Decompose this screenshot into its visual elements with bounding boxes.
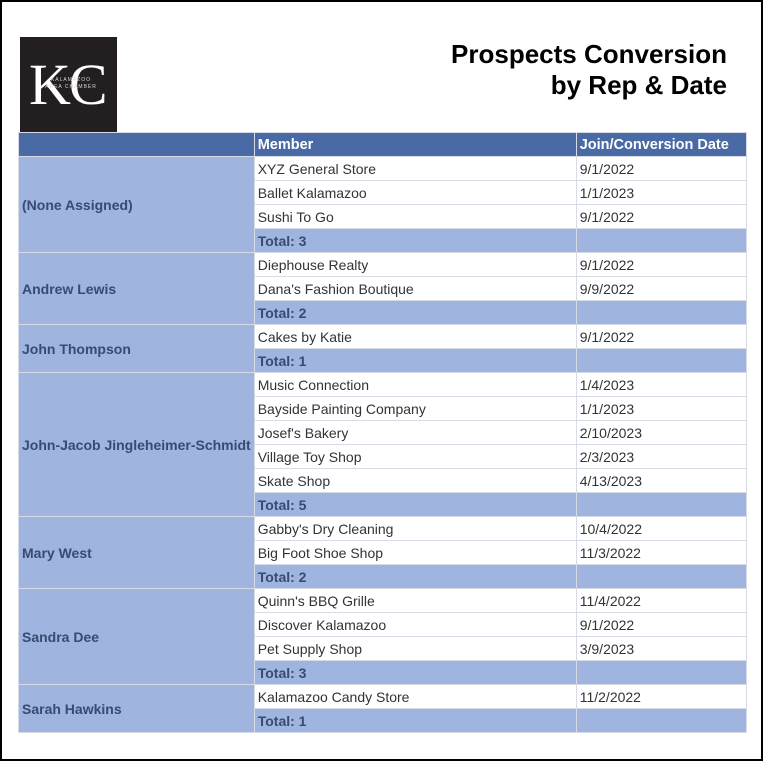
rep-column-header	[18, 132, 255, 157]
rep-name: John-Jacob Jingleheimer-Schmidt	[18, 372, 255, 517]
table-row: Discover Kalamazoo 9/1/2022	[19, 612, 747, 637]
total-row: Total: 3	[19, 228, 747, 253]
table-row: Andrew Lewis Diephouse Realty 9/1/2022	[18, 252, 747, 325]
member-cell: Diephouse Realty	[253, 252, 577, 277]
date-cell: 1/4/2023	[575, 372, 747, 397]
table-row: (None Assigned) XYZ General Store 9/1/2022	[18, 156, 747, 253]
date-cell: 10/4/2022	[575, 516, 747, 541]
logo-line-1: KALAMAZOO	[50, 77, 92, 83]
total-row: Total: 1	[19, 708, 747, 733]
total-row: Total: 2	[19, 564, 747, 589]
date-cell: 11/2/2022	[575, 684, 747, 709]
rep-name: Andrew Lewis	[18, 252, 255, 325]
date-cell: 2/3/2023	[575, 444, 747, 469]
total-row: Total: 3	[19, 660, 747, 685]
date-cell: 9/1/2022	[575, 324, 747, 349]
table-header-row: Member Join/Conversion Date	[18, 132, 747, 157]
group-total: Total: 3	[253, 660, 577, 685]
total-date-cell	[575, 492, 747, 517]
member-cell: Cakes by Katie	[253, 324, 577, 349]
table-body: (None Assigned) XYZ General Store 9/1/2022…	[18, 156, 747, 733]
table-row: John Thompson Cakes by Katie 9/1/2022	[18, 324, 747, 373]
group-total: Total: 3	[253, 228, 577, 253]
logo-line-2: AREA CHAMBER	[45, 84, 97, 90]
group-total: Total: 2	[253, 300, 577, 325]
report-title: Prospects Conversion by Rep & Date	[451, 39, 727, 101]
table-row: Sarah Hawkins Kalamazoo Candy Store 11/2/2…	[18, 684, 747, 733]
member-cell: Big Foot Shoe Shop	[253, 540, 577, 565]
table-row: Mary West Gabby's Dry Cleaning 10/4/2022	[18, 516, 747, 589]
member-cell: Ballet Kalamazoo	[253, 180, 577, 205]
member-cell: Skate Shop	[253, 468, 577, 493]
total-date-cell	[575, 660, 747, 685]
total-date-cell	[575, 708, 747, 733]
date-cell: 9/1/2022	[575, 156, 747, 181]
date-cell: 9/1/2022	[575, 252, 747, 277]
group-total: Total: 5	[253, 492, 577, 517]
chamber-logo: KC KALAMAZOO AREA CHAMBER	[20, 37, 117, 134]
date-cell: 4/13/2023	[575, 468, 747, 493]
date-cell: 9/1/2022	[575, 612, 747, 637]
report-title-line-1: Prospects Conversion	[451, 39, 727, 69]
date-cell: 1/1/2023	[575, 180, 747, 205]
member-column-header: Member	[253, 132, 577, 157]
table-row: Ballet Kalamazoo 1/1/2023	[19, 180, 747, 205]
group-total: Total: 1	[253, 708, 577, 733]
date-cell: 2/10/2023	[575, 420, 747, 445]
total-date-cell	[575, 300, 747, 325]
member-cell: Discover Kalamazoo	[253, 612, 577, 637]
total-row: Total: 1	[19, 348, 747, 373]
rep-name: (None Assigned)	[18, 156, 255, 253]
rep-name: Mary West	[18, 516, 255, 589]
rep-name: John Thompson	[18, 324, 255, 373]
date-cell: 11/4/2022	[575, 588, 747, 613]
table-row: Dana's Fashion Boutique 9/9/2022	[19, 276, 747, 301]
member-cell: Sushi To Go	[253, 204, 577, 229]
member-cell: Josef's Bakery	[253, 420, 577, 445]
member-cell: Bayside Painting Company	[253, 396, 577, 421]
group-total: Total: 2	[253, 564, 577, 589]
date-column-header: Join/Conversion Date	[575, 132, 747, 157]
member-cell: Village Toy Shop	[253, 444, 577, 469]
member-cell: XYZ General Store	[253, 156, 577, 181]
date-cell: 3/9/2023	[575, 636, 747, 661]
table-row: Pet Supply Shop 3/9/2023	[19, 636, 747, 661]
date-cell: 11/3/2022	[575, 540, 747, 565]
member-cell: Music Connection	[253, 372, 577, 397]
prospects-table: Member Join/Conversion Date (None Assign…	[18, 132, 747, 733]
table-row: Bayside Painting Company 1/1/2023	[19, 396, 747, 421]
table-row: Sandra Dee Quinn's BBQ Grille 11/4/2022	[18, 588, 747, 685]
total-date-cell	[575, 348, 747, 373]
member-cell: Pet Supply Shop	[253, 636, 577, 661]
total-date-cell	[575, 564, 747, 589]
total-date-cell	[575, 228, 747, 253]
table-row: Village Toy Shop 2/3/2023	[19, 444, 747, 469]
total-row: Total: 2	[19, 300, 747, 325]
member-cell: Gabby's Dry Cleaning	[253, 516, 577, 541]
report-title-line-2: by Rep & Date	[550, 70, 727, 100]
date-cell: 1/1/2023	[575, 396, 747, 421]
group-total: Total: 1	[253, 348, 577, 373]
member-cell: Dana's Fashion Boutique	[253, 276, 577, 301]
table-row: John-Jacob Jingleheimer-Schmidt Music Con…	[18, 372, 747, 517]
logo-letters: KC	[29, 52, 108, 117]
rep-name: Sarah Hawkins	[18, 684, 255, 733]
table-row: Big Foot Shoe Shop 11/3/2022	[19, 540, 747, 565]
date-cell: 9/1/2022	[575, 204, 747, 229]
rep-name: Sandra Dee	[18, 588, 255, 685]
table-row: Josef's Bakery 2/10/2023	[19, 420, 747, 445]
member-cell: Kalamazoo Candy Store	[253, 684, 577, 709]
date-cell: 9/9/2022	[575, 276, 747, 301]
member-cell: Quinn's BBQ Grille	[253, 588, 577, 613]
